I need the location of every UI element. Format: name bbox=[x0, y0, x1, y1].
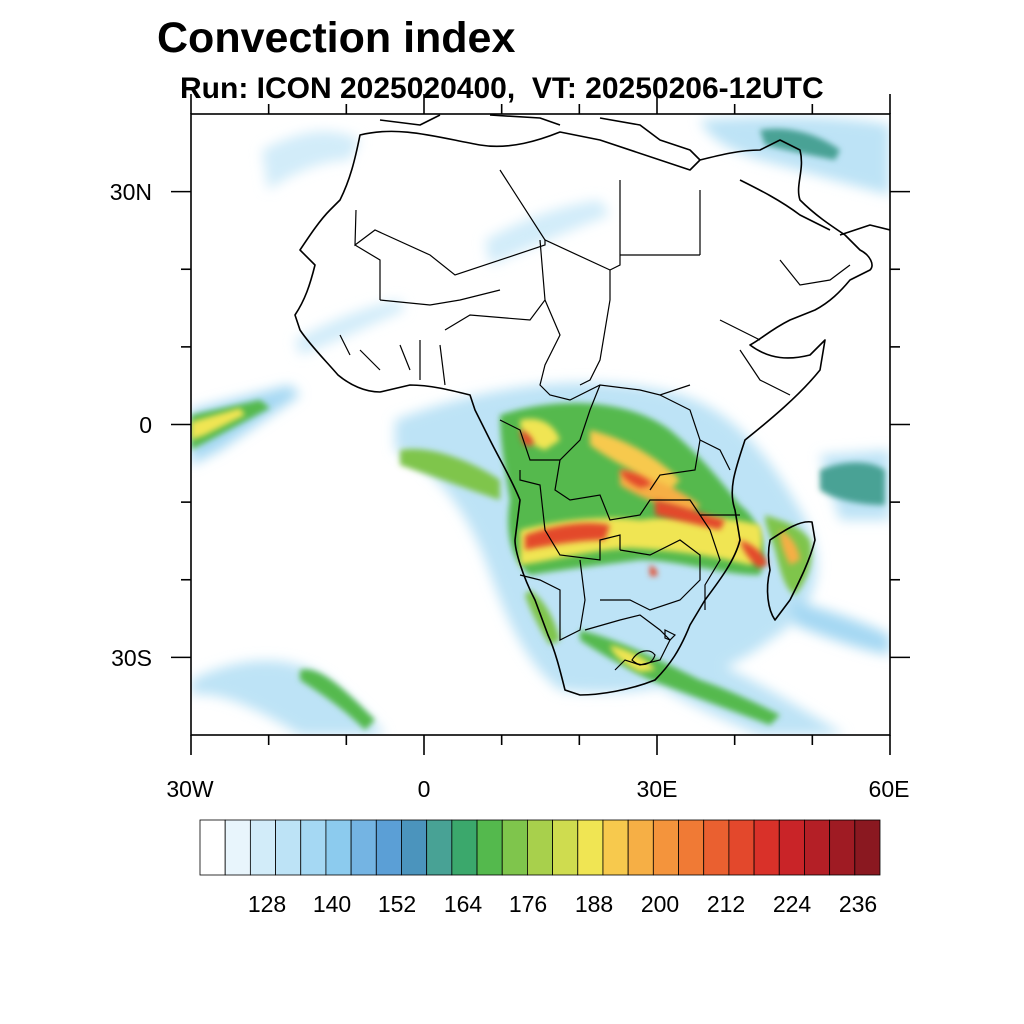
axis-ticks bbox=[171, 94, 910, 755]
colorbar-box bbox=[224, 819, 251, 876]
colorbar-box bbox=[350, 819, 377, 876]
colorbar-label: 212 bbox=[707, 891, 745, 917]
chart-subtitle: Run: ICON 2025020400, VT: 20250206-12UTC bbox=[180, 72, 824, 105]
colorbar-label: 140 bbox=[313, 891, 351, 917]
chart-title: Convection index bbox=[157, 14, 516, 62]
y-tick-label-30s: 30S bbox=[111, 645, 152, 671]
colorbar-box bbox=[527, 819, 553, 876]
colorbar-box bbox=[577, 819, 604, 876]
x-tick-label-30w: 30W bbox=[166, 776, 214, 802]
colorbar-box bbox=[804, 819, 831, 876]
colorbar-box bbox=[854, 819, 881, 876]
coastlines-and-borders bbox=[294, 114, 890, 696]
x-tick-label-0: 0 bbox=[418, 776, 431, 802]
x-tick-label-60e: 60E bbox=[869, 776, 910, 802]
colorbar-box bbox=[325, 819, 352, 876]
colorbar-labels: 128 140 152 164 176 188 200 212 224 236 bbox=[248, 891, 877, 917]
colorbar-box bbox=[728, 819, 755, 876]
y-tick-label-0: 0 bbox=[139, 412, 152, 438]
colorbar-box bbox=[501, 819, 528, 876]
colorbar-label: 152 bbox=[378, 891, 416, 917]
colorbar-box bbox=[652, 819, 679, 876]
country-borders bbox=[339, 169, 851, 671]
colorbar-box bbox=[829, 819, 856, 876]
colorbar-box bbox=[426, 819, 453, 876]
colorbar-box bbox=[375, 819, 402, 876]
colorbar-box bbox=[753, 819, 780, 876]
colorbar-box bbox=[703, 819, 730, 876]
colorbar-label: 200 bbox=[641, 891, 679, 917]
colorbar-label: 224 bbox=[773, 891, 812, 917]
colorbar-box bbox=[275, 819, 302, 876]
colorbar-label: 176 bbox=[509, 891, 547, 917]
colorbar-box bbox=[300, 819, 327, 876]
colorbar-box bbox=[552, 819, 579, 876]
colorbar-label: 188 bbox=[575, 891, 613, 917]
colorbar-box bbox=[678, 819, 705, 876]
colorbar bbox=[199, 819, 881, 876]
colorbar-box bbox=[199, 819, 226, 876]
colorbar-label: 128 bbox=[248, 891, 286, 917]
colorbar-label: 164 bbox=[444, 891, 483, 917]
convection-field bbox=[191, 116, 890, 735]
colorbar-box bbox=[602, 819, 629, 876]
colorbar-box bbox=[451, 819, 478, 876]
x-tick-label-30e: 30E bbox=[637, 776, 678, 802]
colorbar-box bbox=[627, 819, 654, 876]
colorbar-box bbox=[249, 819, 276, 876]
colorbar-box bbox=[476, 819, 503, 876]
colorbar-label: 236 bbox=[839, 891, 877, 917]
colorbar-box bbox=[778, 819, 805, 876]
colorbar-box bbox=[401, 819, 428, 876]
y-tick-label-30n: 30N bbox=[110, 179, 152, 205]
